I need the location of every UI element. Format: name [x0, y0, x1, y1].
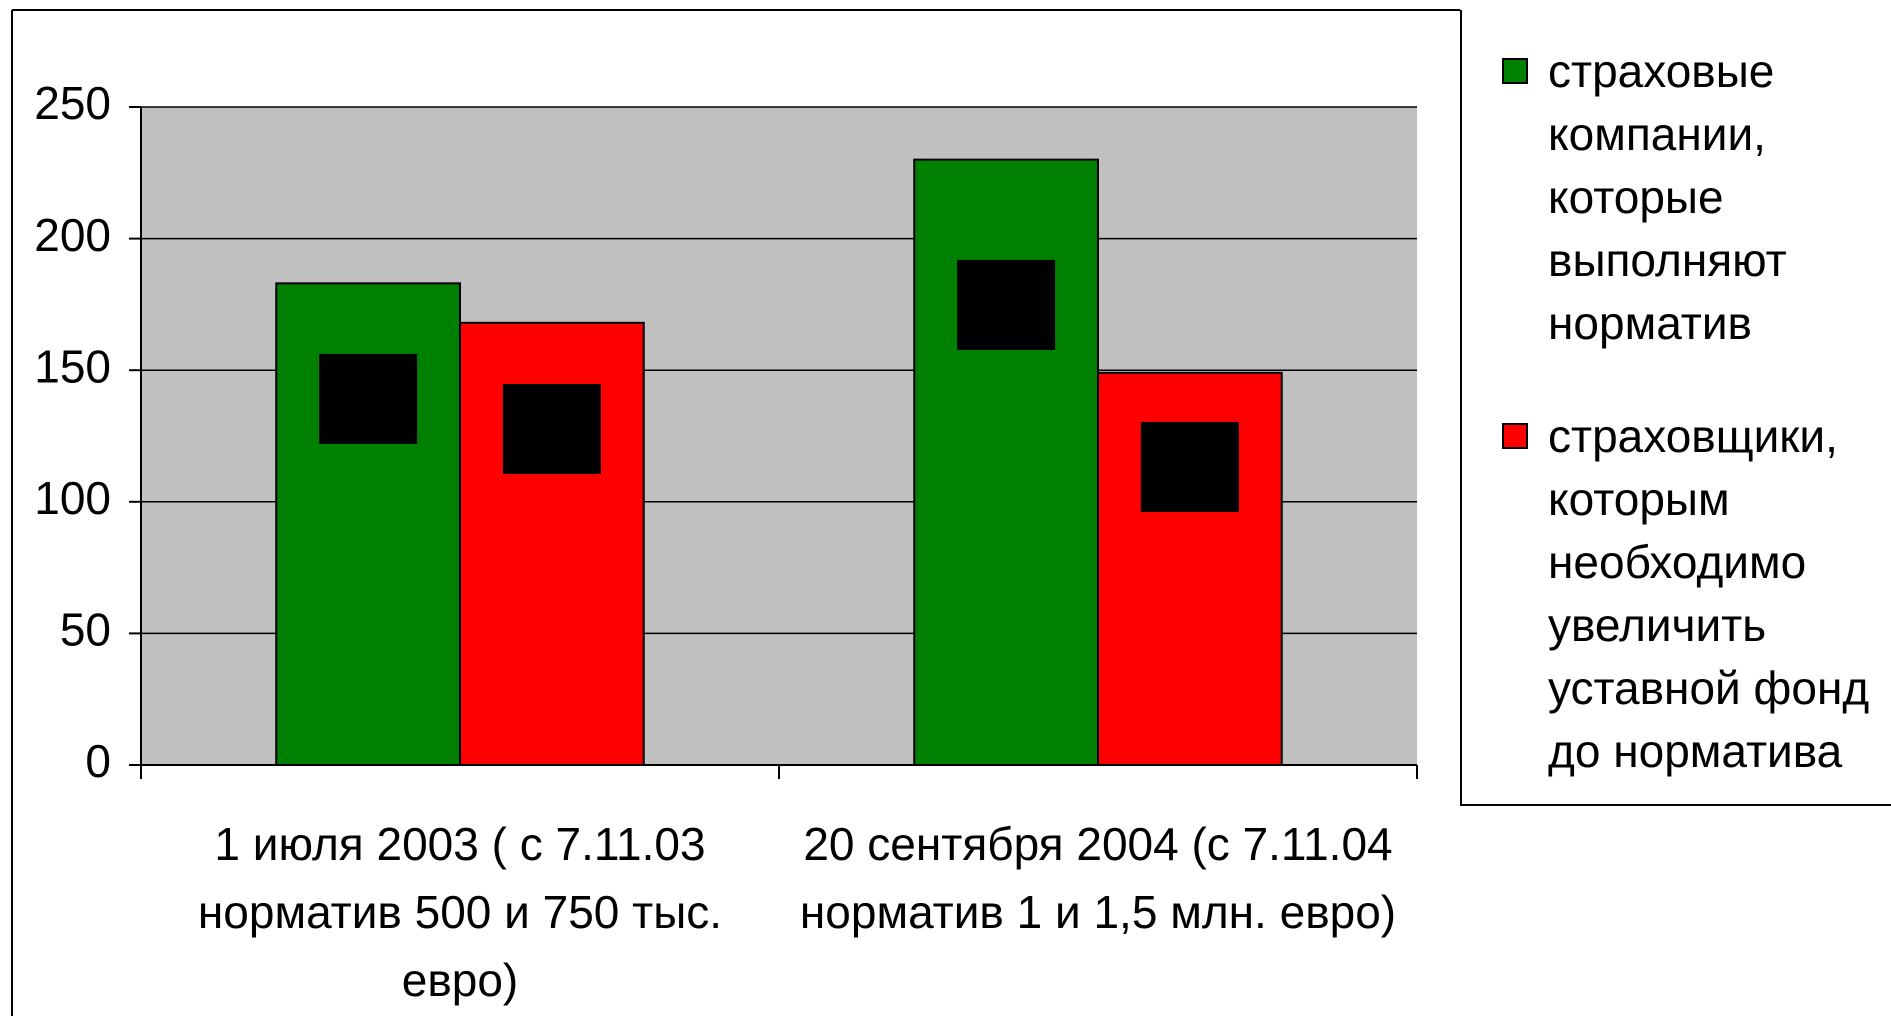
- label-cover: [502, 383, 601, 474]
- legend-item: страховые компании, которые выполняют но…: [1502, 40, 1878, 355]
- y-tick-label: 200: [34, 209, 111, 261]
- label-cover: [957, 259, 1056, 350]
- label-cover: [319, 353, 418, 444]
- legend: страховые компании, которые выполняют но…: [1460, 10, 1891, 806]
- legend-label: страховые компании, которые выполняют но…: [1548, 45, 1787, 349]
- y-tick-label: 0: [85, 735, 111, 787]
- y-tick-label: 150: [34, 340, 111, 392]
- bar: [913, 158, 1099, 766]
- legend-label: страховщики, которым необходимо увеличит…: [1548, 410, 1870, 777]
- y-tick-label: 50: [60, 604, 111, 656]
- label-cover: [1140, 421, 1239, 512]
- y-tick-label: 100: [34, 472, 111, 524]
- x-tick-label: 1 июля 2003 ( с 7.11.03 норматив 500 и 7…: [197, 818, 723, 1006]
- legend-swatch: [1502, 423, 1528, 449]
- x-tick-label: 20 сентября 2004 (с 7.11.04 норматив 1 и…: [799, 818, 1397, 938]
- legend-item: страховщики, которым необходимо увеличит…: [1502, 405, 1878, 783]
- y-tick-label: 250: [34, 77, 111, 129]
- legend-swatch: [1502, 58, 1528, 84]
